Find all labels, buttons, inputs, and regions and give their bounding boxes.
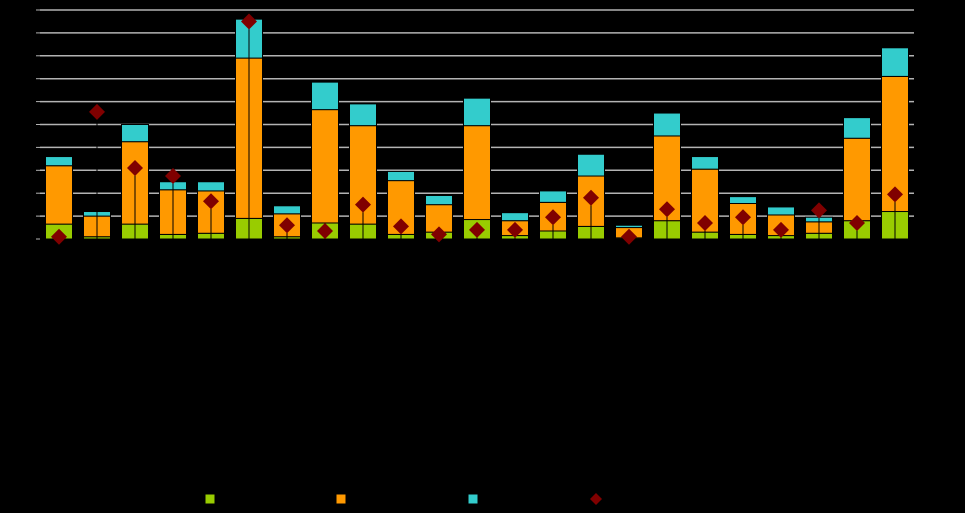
data-marker (659, 201, 675, 218)
bar-segment-3 (767, 206, 795, 216)
legend-swatch (205, 494, 215, 504)
legend-swatch (468, 494, 478, 504)
data-marker (621, 228, 637, 245)
data-marker (697, 214, 713, 231)
bar-segment-3 (691, 156, 719, 170)
data-marker (89, 103, 105, 120)
bar-segment-3 (729, 196, 757, 205)
bar-segment-3 (881, 47, 909, 77)
bar-segment-3 (197, 181, 225, 192)
bar-segment-3 (615, 224, 643, 229)
legend-swatch (336, 494, 346, 504)
data-marker (735, 209, 751, 226)
data-marker (165, 168, 181, 185)
data-marker (507, 221, 523, 238)
data-marker (279, 217, 295, 234)
data-marker (203, 193, 219, 210)
data-marker (127, 160, 143, 177)
data-marker (393, 218, 409, 235)
data-marker (583, 189, 599, 206)
legend-item (336, 494, 346, 504)
bar-segment-3 (463, 97, 491, 127)
data-marker (355, 196, 371, 213)
legend-swatch (590, 493, 602, 505)
bar-segment-3 (653, 112, 681, 137)
bar-segment-3 (425, 194, 453, 206)
bar-segment-3 (539, 190, 567, 203)
data-marker (469, 221, 485, 238)
bar-segment-3 (349, 103, 377, 127)
data-marker (811, 202, 827, 219)
legend-item (205, 494, 215, 504)
data-marker (849, 214, 865, 231)
data-marker (545, 209, 561, 226)
data-marker (241, 13, 257, 30)
marker-series (51, 13, 903, 245)
bar-segment-3 (577, 153, 605, 177)
bar-segment-2 (45, 165, 73, 225)
legend-item (590, 493, 602, 505)
data-marker (431, 226, 447, 243)
bar-segment-3 (45, 156, 73, 167)
bar-segment-3 (387, 170, 415, 182)
bar-segment-2 (311, 109, 339, 224)
bar-segment-3 (843, 117, 871, 139)
data-marker (887, 186, 903, 203)
bar-segment-2 (463, 125, 491, 221)
data-marker (51, 228, 67, 245)
bar-segment-3 (121, 124, 149, 143)
bar-segment-3 (501, 212, 529, 222)
data-marker (773, 221, 789, 238)
bar-segment-3 (311, 81, 339, 111)
data-marker (317, 222, 333, 239)
legend (205, 493, 602, 505)
legend-item (468, 494, 478, 504)
bar-segment-2 (843, 137, 871, 222)
bar-segment-3 (273, 205, 301, 215)
